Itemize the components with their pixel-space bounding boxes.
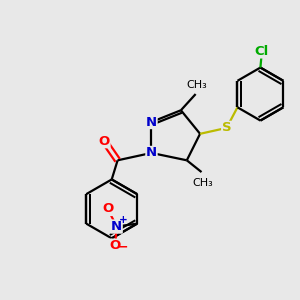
Text: CH₃: CH₃ xyxy=(187,80,208,90)
Text: +: + xyxy=(119,215,128,225)
Text: N: N xyxy=(146,116,157,128)
Text: O: O xyxy=(99,135,110,148)
Text: Cl: Cl xyxy=(255,45,269,58)
Text: N: N xyxy=(146,146,157,159)
Text: N: N xyxy=(111,220,122,233)
Text: O: O xyxy=(102,202,113,215)
Text: S: S xyxy=(222,122,231,134)
Text: −: − xyxy=(117,241,128,254)
Text: O: O xyxy=(110,239,121,252)
Text: CH₃: CH₃ xyxy=(193,178,213,188)
